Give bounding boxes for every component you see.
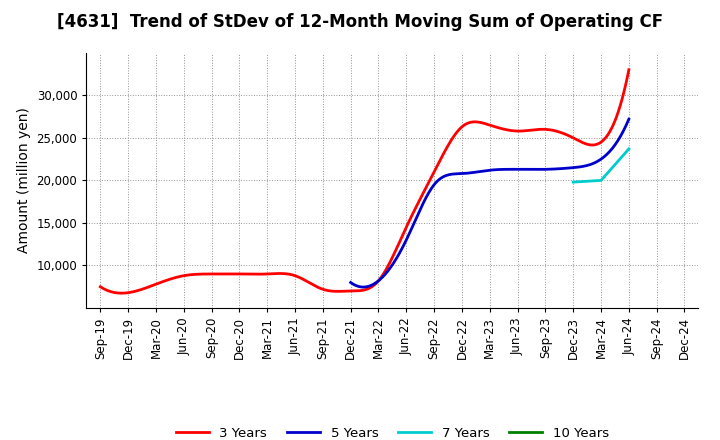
- 5 Years: [518, 167, 526, 172]
- 7 Years: [569, 180, 577, 185]
- Line: 3 Years: 3 Years: [100, 70, 629, 293]
- 5 Years: [359, 284, 368, 290]
- 3 Years: [421, 186, 430, 191]
- 3 Years: [96, 284, 104, 290]
- 7 Years: [597, 178, 606, 183]
- 3 Years: [410, 207, 419, 212]
- Legend: 3 Years, 5 Years, 7 Years, 10 Years: 3 Years, 5 Years, 7 Years, 10 Years: [171, 422, 614, 440]
- Y-axis label: Amount (million yen): Amount (million yen): [17, 107, 31, 253]
- Line: 7 Years: 7 Years: [573, 149, 629, 182]
- Line: 5 Years: 5 Years: [351, 119, 629, 287]
- 7 Years: [624, 146, 633, 151]
- 3 Years: [577, 139, 585, 145]
- 5 Years: [582, 163, 590, 169]
- 3 Years: [413, 203, 421, 209]
- 5 Years: [624, 117, 633, 122]
- 3 Years: [543, 127, 552, 132]
- 5 Years: [600, 154, 608, 160]
- 5 Years: [513, 167, 521, 172]
- 3 Years: [624, 67, 633, 73]
- Text: [4631]  Trend of StDev of 12-Month Moving Sum of Operating CF: [4631] Trend of StDev of 12-Month Moving…: [57, 13, 663, 31]
- 5 Years: [512, 167, 521, 172]
- 5 Years: [346, 280, 355, 285]
- 3 Years: [117, 290, 126, 296]
- 3 Years: [98, 285, 107, 290]
- 5 Years: [347, 281, 356, 286]
